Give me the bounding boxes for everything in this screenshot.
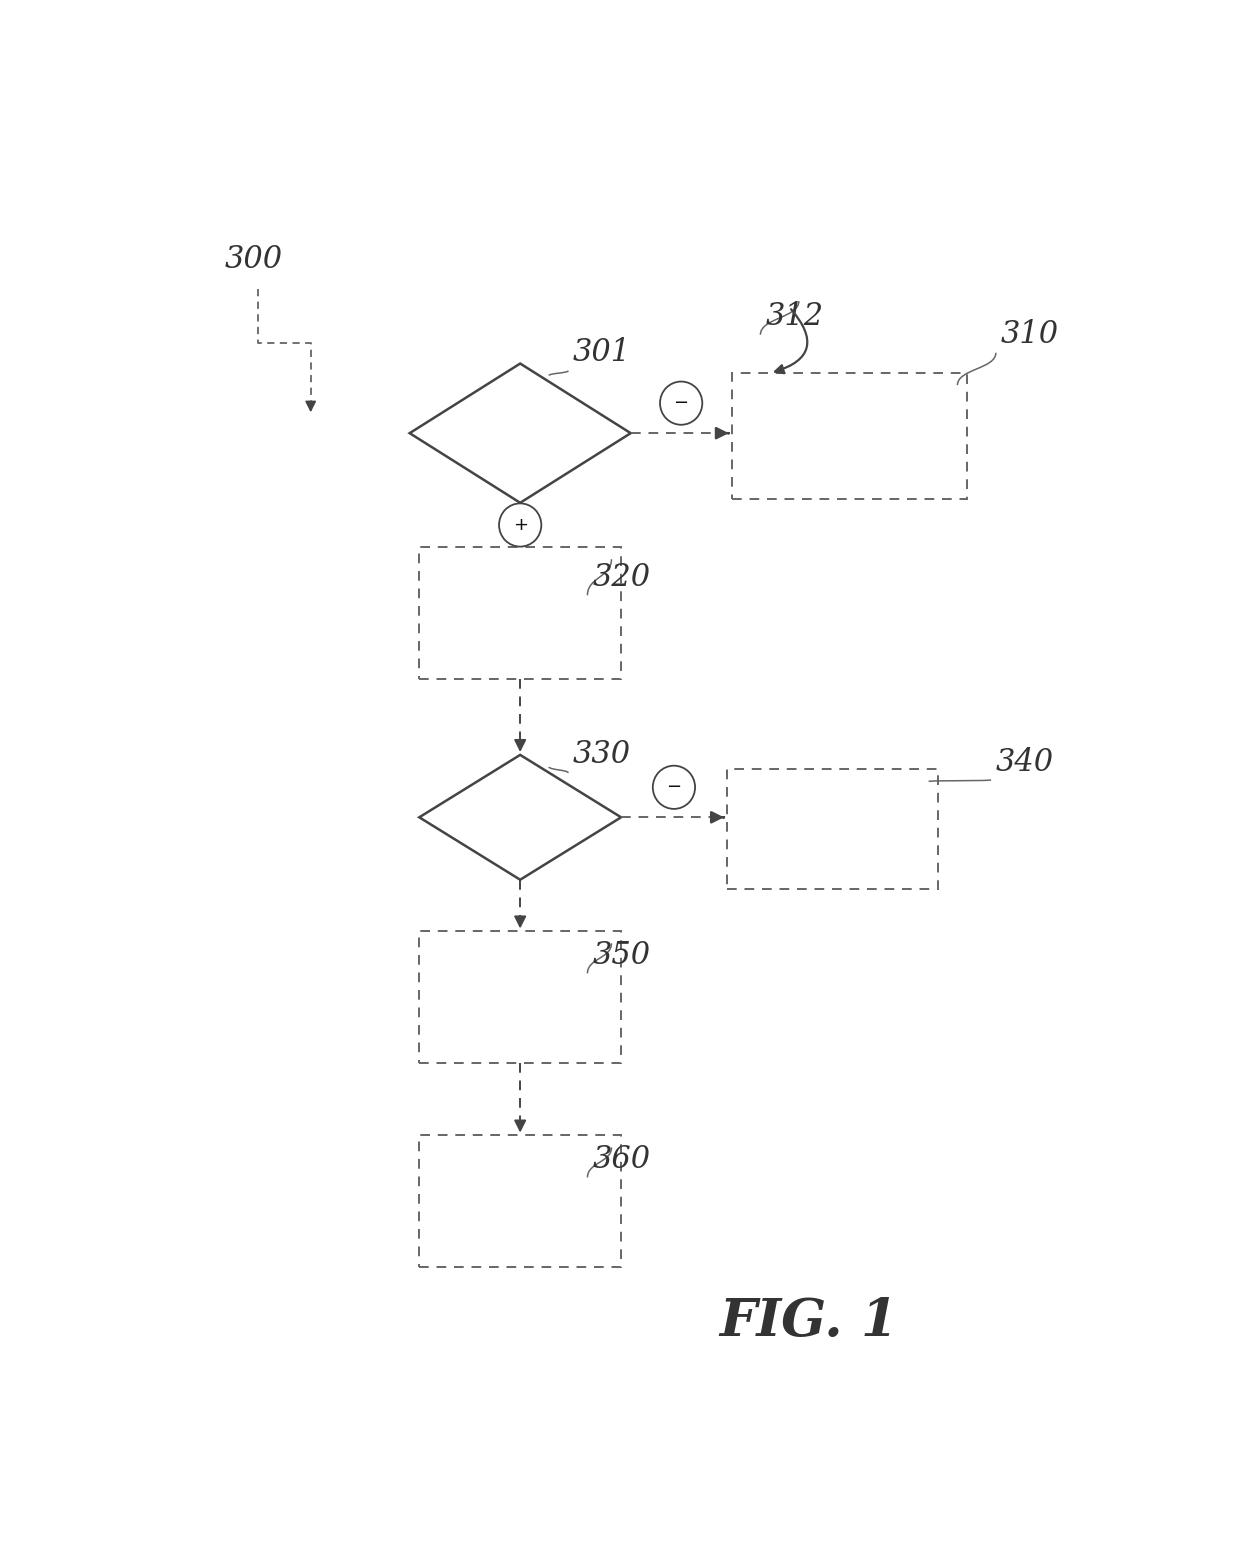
- Bar: [732, 373, 967, 499]
- FancyArrowPatch shape: [775, 309, 807, 373]
- Text: 300: 300: [224, 243, 283, 274]
- Text: 330: 330: [573, 739, 631, 770]
- Ellipse shape: [498, 504, 542, 547]
- Text: 301: 301: [573, 337, 631, 368]
- Ellipse shape: [652, 765, 696, 809]
- Bar: [419, 931, 621, 1063]
- Text: +: +: [512, 516, 528, 535]
- Text: 360: 360: [593, 1144, 650, 1175]
- Text: 340: 340: [996, 747, 1054, 778]
- Ellipse shape: [660, 382, 702, 424]
- Text: FIG. 1: FIG. 1: [719, 1296, 898, 1347]
- Text: 312: 312: [765, 301, 823, 332]
- Bar: [419, 1135, 621, 1267]
- Text: 320: 320: [593, 561, 650, 592]
- Text: 350: 350: [593, 940, 650, 971]
- Text: −: −: [673, 394, 688, 412]
- Text: −: −: [666, 778, 682, 797]
- Bar: [727, 769, 939, 889]
- Bar: [419, 547, 621, 680]
- Text: 310: 310: [1001, 320, 1059, 351]
